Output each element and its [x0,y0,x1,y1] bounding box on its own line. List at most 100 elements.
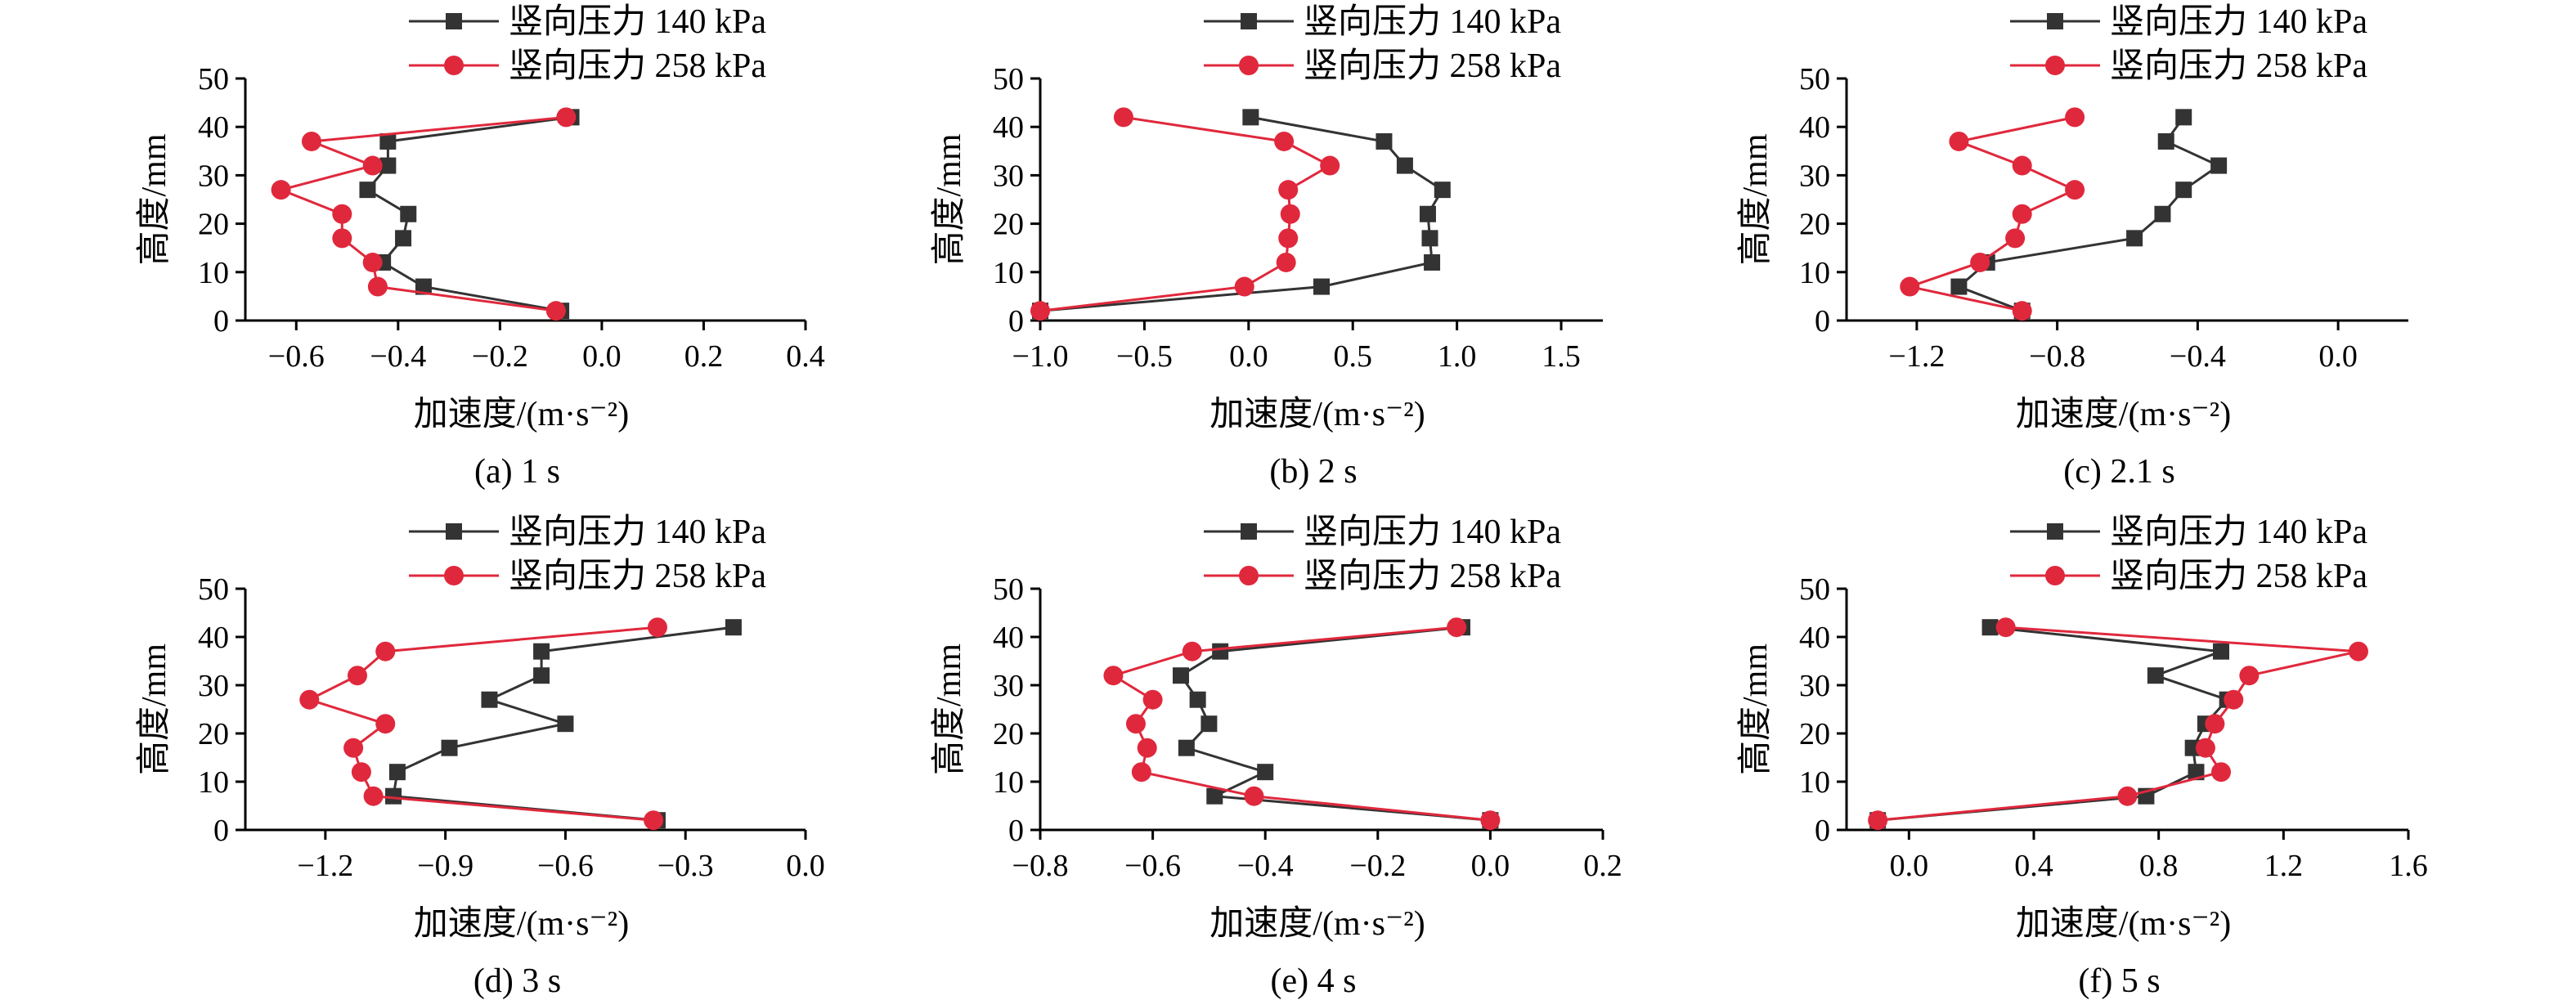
legend-entry: 竖向压力 258 kPa [2110,47,2367,85]
data-point-square [379,157,397,174]
data-point-square [385,787,402,805]
legend-marker-circle [2045,566,2065,585]
x-tick-label: −0.8 [1012,849,1069,883]
panel-caption: (f) 5 s [2078,962,2160,1000]
data-point-square [2213,643,2229,660]
data-point-square [379,132,397,150]
data-point-circle [301,131,321,151]
y-tick-label: 30 [198,159,229,193]
y-tick-label: 50 [1799,62,1830,96]
data-point-square [388,764,406,781]
data-point-circle [2195,738,2215,758]
x-axis-label: 加速度/(m·s⁻²) [2016,905,2231,943]
y-axis-label: 高度/mm [931,643,968,775]
legend-marker-circle [444,566,464,585]
data-point-circle [1949,131,1969,151]
y-tick-label: 10 [198,765,229,800]
legend-entry: 竖向压力 140 kPa [1304,3,1561,41]
y-tick-label: 0 [1815,304,1830,339]
y-tick-label: 10 [993,765,1024,800]
data-point-circle [2239,666,2260,686]
data-point-square [1376,132,1393,150]
chart-panel-0: 0 10 20 30 40 50 −0.6 −0.4 −0.2 0.0 0.2 0.4 加速度/(m·s… [136,3,825,491]
data-point-circle [375,641,396,661]
chart-panel-2: 0 10 20 30 40 50 −1.2 −0.8 −0.4 0.0 加速度/(m·s⁻²) 高度/… [1737,3,2408,491]
data-point-square [2188,764,2205,781]
x-tick-label: 0.0 [582,339,622,374]
legend-entry: 竖向压力 140 kPa [509,3,766,41]
data-point-square [1200,715,1218,733]
data-point-circle [1280,204,1300,224]
data-point-circle [2065,180,2085,200]
data-point-square [400,205,417,222]
y-tick-label: 10 [1799,765,1830,800]
y-tick-label: 20 [1799,208,1830,242]
series-line-1 [1905,115,2078,312]
y-tick-label: 10 [198,256,229,290]
x-tick-label: 0.0 [1471,849,1510,883]
data-point-circle [647,617,667,638]
y-axis-label: 高度/mm [136,133,173,265]
y-tick-label: 40 [198,621,229,655]
data-point-circle [1244,786,1264,806]
y-axis-label: 高度/mm [136,643,173,775]
legend-entry: 竖向压力 258 kPa [1304,558,1561,595]
y-axis-label: 高度/mm [931,133,968,265]
data-point-circle [1131,762,1151,783]
data-point-circle [363,786,384,806]
chart-panel-5: 0 10 20 30 40 50 0.0 0.4 0.8 1.2 1.6 加速度/(m·s⁻²) 高度/… [1737,513,2428,1000]
x-tick-label: −0.6 [537,849,594,883]
data-point-square [1189,691,1206,708]
data-point-circle [1103,666,1124,686]
x-tick-label: 1.2 [2264,849,2304,883]
data-point-circle [1868,810,1888,831]
y-tick-label: 50 [198,62,229,96]
data-point-circle [1278,228,1299,249]
data-point-circle [1276,252,1296,272]
data-point-circle [362,155,383,176]
y-tick-label: 0 [213,814,229,848]
y-tick-label: 20 [993,208,1024,242]
x-tick-label: 0.2 [1583,849,1622,883]
x-tick-label: 1.0 [1438,339,1477,374]
y-tick-label: 0 [1008,814,1024,848]
x-tick-label: −0.2 [1349,849,1406,883]
data-point-circle [1970,252,1990,272]
x-axis-label: 加速度/(m·s⁻²) [1209,905,1425,943]
data-point-circle [2012,204,2032,224]
legend-marker-circle [1239,566,1259,585]
data-point-square [481,691,498,708]
y-tick-label: 0 [213,304,229,339]
data-point-square [395,230,412,247]
chart-panel-3: 0 10 20 30 40 50 −1.2 −0.9 −0.6 −0.3 0.0 加速度/(m·s⁻²… [136,513,825,1000]
data-point-square [1212,643,1229,660]
data-point-circle [332,204,352,224]
x-tick-label: −0.6 [1124,849,1181,883]
data-point-circle [2065,107,2085,128]
data-point-circle [1142,689,1163,710]
data-point-square [359,182,376,199]
data-point-circle [1447,617,1467,638]
y-tick-label: 50 [1799,572,1830,607]
data-point-circle [1125,714,1146,734]
x-tick-label: −1.2 [1888,339,1945,374]
data-point-circle [644,810,664,831]
data-point-square [1950,278,1968,295]
x-tick-label: 1.6 [2389,849,2428,883]
data-point-square [1173,667,1189,684]
x-tick-label: 0.0 [1890,849,1929,883]
data-point-circle [367,276,388,297]
x-tick-label: −0.6 [268,339,325,374]
x-axis-label: 加速度/(m·s⁻²) [414,396,629,433]
series-line-0 [1956,116,2222,312]
data-point-circle [2012,155,2032,176]
x-tick-label: 0.0 [786,849,825,883]
data-point-square [1419,205,1436,222]
data-point-square [1257,764,1274,781]
data-point-square [2154,205,2171,222]
legend-marker-circle [2045,56,2065,75]
y-tick-label: 30 [993,669,1024,703]
x-tick-label: 0.4 [2014,849,2053,883]
chart-panel-4: 0 10 20 30 40 50 −0.8 −0.6 −0.4 −0.2 0.0 0.2 加速度/(m·… [931,513,1622,1000]
